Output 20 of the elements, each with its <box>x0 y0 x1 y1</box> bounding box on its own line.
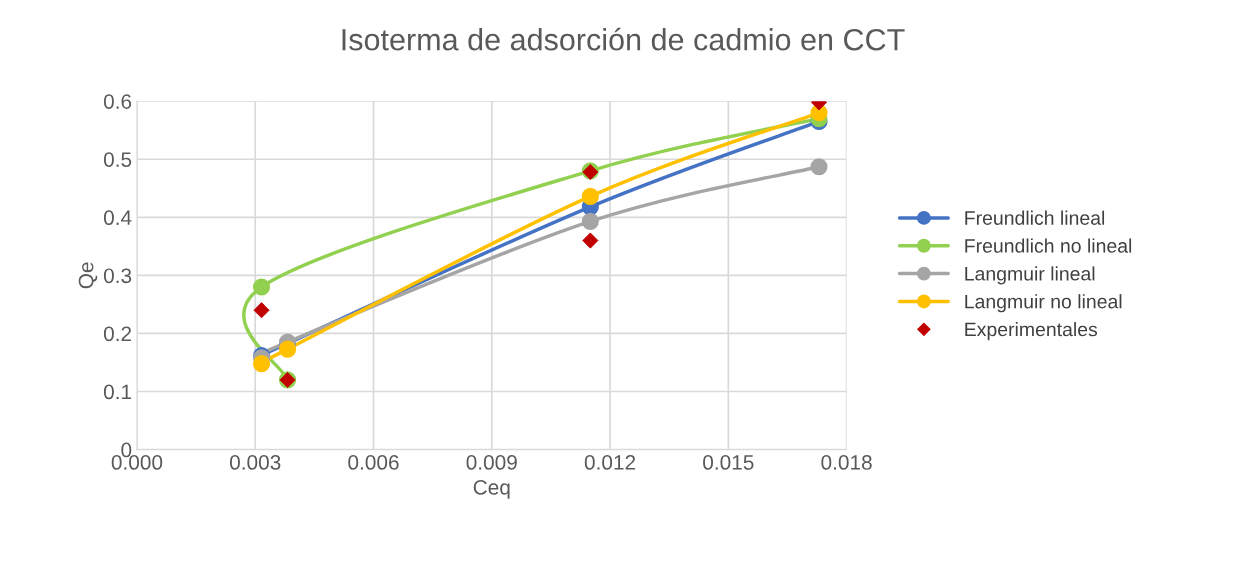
legend-label: Freundlich no lineal <box>965 238 1132 253</box>
legend-label: Freundlich lineal <box>965 210 1105 225</box>
y-tick-label: 0.3 <box>103 268 132 284</box>
y-tick-label: 0.1 <box>103 384 132 400</box>
x-tick-label: 0.009 <box>466 455 517 470</box>
y-tick-label: 0.6 <box>103 94 132 109</box>
y-tick-label: 0.5 <box>103 152 132 167</box>
y-tick-label: 0.4 <box>103 210 132 226</box>
legend-label: Langmuir lineal <box>965 266 1095 285</box>
x-tick-label: 0.006 <box>348 455 399 470</box>
x-axis-title: Ceq <box>473 479 510 499</box>
x-tick-label: 0.003 <box>229 455 281 470</box>
chart-title: Isoterma de adsorción de cadmio en CCT <box>342 27 905 51</box>
legend-label: Langmuir no lineal <box>965 294 1122 313</box>
y-axis-title: Qe <box>78 262 98 289</box>
x-tick-label: 0.015 <box>703 455 754 470</box>
x-tick-label: 0.018 <box>821 455 872 470</box>
x-tick-label: 0.012 <box>584 455 636 470</box>
legend-label: Experimentales <box>965 322 1098 341</box>
y-tick-label: 0.2 <box>103 326 132 342</box>
